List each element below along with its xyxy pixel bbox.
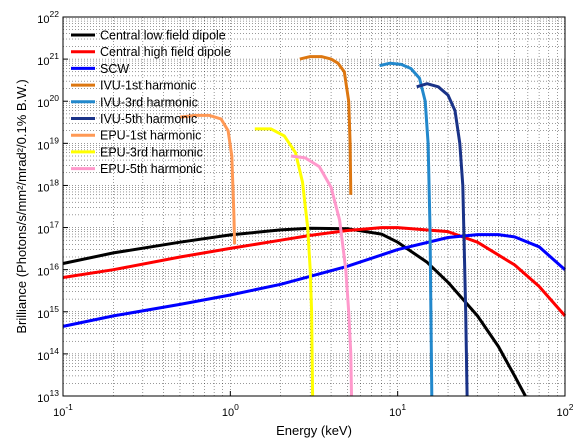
series-line-2 [62,226,567,317]
y-tick-label: 1021 [37,51,59,68]
x-tick-label: 10-1 [53,402,73,419]
y-tick-label: 1019 [37,135,59,152]
legend-label-8: EPU-3rd harmonic [100,145,203,159]
x-axis-label: Energy (keV) [276,423,352,438]
legend-label-7: EPU-1st harmonic [100,129,201,143]
series-line-3 [62,233,566,328]
legend-label-1: Central low field dipole [100,29,226,43]
legend-label-5: IVU-3rd harmonic [100,95,198,109]
series-line-4 [299,55,353,195]
series-line-5 [379,61,434,397]
legend-label-6: IVU-5th harmonic [100,112,197,126]
plot-frame [62,16,566,397]
legend-label-2: Central high field dipole [100,45,231,59]
grid [63,17,565,396]
y-tick-label: 1014 [37,346,59,363]
series-line-6 [416,82,469,397]
y-tick-label: 1022 [37,9,59,26]
x-tick-label: 100 [222,402,239,419]
x-tick-label: 102 [557,402,573,419]
y-tick-label: 1018 [37,177,59,194]
series-line-7 [179,113,237,245]
y-tick-label: 1013 [37,388,59,405]
y-tick-label: 1015 [37,304,59,321]
y-axis-label: Brilliance (Photons/s/mm²/mrad²/0.1% B.W… [14,79,29,333]
series-layer [62,55,567,397]
legend-label-9: EPU-5th harmonic [100,162,202,176]
series-line-8 [254,127,315,397]
series-line-9 [290,154,353,397]
legend-label-3: SCW [100,62,129,76]
legend-label-4: IVU-1st harmonic [100,79,197,93]
y-tick-label: 1016 [37,262,59,279]
y-tick-label: 1017 [37,220,59,237]
legend: Central low field dipole Central high fie… [71,29,231,176]
series-line-1 [62,226,527,397]
y-tick-label: 1020 [37,93,59,110]
x-tick-label: 101 [389,402,406,419]
